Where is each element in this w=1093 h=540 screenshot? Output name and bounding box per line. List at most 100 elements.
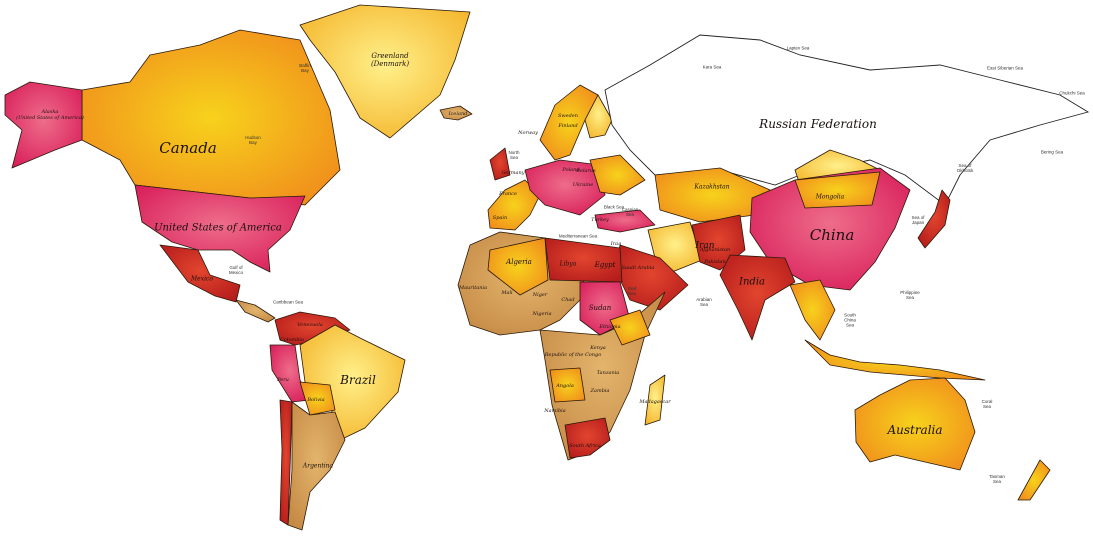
country-uk[interactable] <box>489 147 511 181</box>
country-label: Saudi Arabia <box>621 265 655 271</box>
sea-label: Hudson Bay <box>245 135 261 145</box>
country-label: United States of America <box>154 222 282 234</box>
country-label: Afghanistan <box>699 247 731 253</box>
country-indonesia[interactable] <box>804 339 986 381</box>
country-label: China <box>809 226 855 244</box>
sea-label: South China Sea <box>844 312 856 328</box>
country-label: Iceland <box>448 111 468 117</box>
country-argentina[interactable] <box>287 401 346 531</box>
country-mexico[interactable] <box>159 244 241 303</box>
country-usa[interactable] <box>134 184 306 273</box>
country-angola[interactable] <box>549 367 586 403</box>
sea-label: Caribbean Sea <box>272 299 304 305</box>
country-label: Colombia <box>280 337 304 343</box>
sea-label: East Siberian Sea <box>986 65 1024 71</box>
country-greenland[interactable] <box>299 4 471 139</box>
country-label: Republic of the Congo <box>544 352 602 358</box>
country-label: Mongolia <box>815 193 845 201</box>
sea-label: Coral Sea <box>981 399 993 409</box>
sea-label: Laptev Sea <box>786 45 810 51</box>
country-australia[interactable] <box>854 377 976 471</box>
country-south-africa[interactable] <box>564 417 611 459</box>
country-label: Egypt <box>594 261 616 269</box>
country-new-zealand[interactable] <box>1017 459 1051 501</box>
country-label: Australia <box>887 423 943 437</box>
country-japan[interactable] <box>917 189 951 249</box>
country-finland[interactable] <box>584 94 613 139</box>
country-label: Belarus <box>576 168 596 174</box>
country-label: Alaska (United States of America) <box>16 109 84 121</box>
country-label: Sudan <box>588 304 612 312</box>
country-label: Venezuela <box>297 322 323 328</box>
country-iceland[interactable] <box>439 105 473 121</box>
sea-label: Sea of Okhotsk <box>956 163 974 173</box>
country-label: Argentina <box>302 462 334 470</box>
country-label: Bolivia <box>307 397 325 403</box>
country-label: Peru <box>277 377 289 383</box>
country-canada[interactable] <box>81 29 341 206</box>
country-india[interactable] <box>719 254 796 341</box>
country-france-spain[interactable] <box>487 179 541 231</box>
country-label: Mali <box>501 290 513 296</box>
country-label: Pakistan <box>704 259 726 265</box>
country-label: Ethiopia <box>599 324 621 330</box>
country-central-europe[interactable] <box>524 159 606 216</box>
country-alaska[interactable] <box>4 81 83 169</box>
sea-label: Sea of Japan <box>911 215 925 225</box>
country-label: Iran <box>695 241 715 251</box>
country-label: Nigeria <box>532 311 552 317</box>
country-label: Finland <box>558 123 578 129</box>
country-label: Algeria <box>506 258 532 266</box>
country-label: Chad <box>561 297 575 303</box>
country-algeria[interactable] <box>487 237 549 296</box>
country-label: France <box>499 191 517 197</box>
country-label: South Africa <box>569 443 601 449</box>
country-label: Russian Federation <box>759 117 877 131</box>
country-label: Tanzania <box>596 370 620 376</box>
country-label: Poland <box>562 167 580 173</box>
country-label: Germany <box>501 170 525 176</box>
country-central-america[interactable] <box>235 299 276 323</box>
country-ukraine[interactable] <box>589 154 646 196</box>
country-label: Madagascar <box>639 399 671 405</box>
sea-label: Gulf of Mexico <box>228 265 244 275</box>
country-label: Ukraine <box>572 182 594 188</box>
country-label: Spain <box>492 215 508 221</box>
country-label: Angola <box>556 383 574 389</box>
sea-label: Kara Sea <box>702 64 722 70</box>
country-mongolia[interactable] <box>794 171 881 209</box>
sea-label: Tasman Sea <box>989 474 1005 484</box>
country-turkey[interactable] <box>594 209 656 233</box>
sea-label: Mediterranean Sea <box>558 233 598 239</box>
country-label: Norway <box>518 130 538 136</box>
country-label: Niger <box>532 292 548 298</box>
country-madagascar[interactable] <box>644 374 666 426</box>
sea-label: Black Sea <box>603 204 625 210</box>
sea-label: North Sea <box>508 150 520 160</box>
country-label: Zambia <box>590 388 610 394</box>
country-label: Greenland (Denmark) <box>370 52 410 68</box>
sea-label: Chukchi Sea <box>1059 90 1085 96</box>
country-label: Namibia <box>544 408 566 414</box>
country-chile[interactable] <box>279 399 293 526</box>
country-label: Brazil <box>340 373 376 387</box>
country-libya-egypt[interactable] <box>544 237 623 283</box>
country-label: Sweden <box>557 113 579 119</box>
country-label: Libya <box>559 260 577 268</box>
sea-label: Arabian Sea <box>696 297 712 307</box>
country-ethiopia[interactable] <box>609 309 651 346</box>
country-bolivia[interactable] <box>299 381 336 416</box>
country-label: Mexico <box>191 275 213 283</box>
sea-label: Red Sea <box>627 286 637 296</box>
country-label: Mauritania <box>458 285 488 291</box>
country-label: India <box>739 276 765 288</box>
sea-label: Bering Sea <box>1040 149 1064 155</box>
sea-label: Caspian Sea <box>621 207 639 217</box>
country-label: Iraq <box>610 241 622 247</box>
country-southeast-asia[interactable] <box>789 279 836 341</box>
country-label: Canada <box>159 139 217 157</box>
country-label: Kenya <box>590 345 606 351</box>
sea-label: Baffin Bay <box>299 63 311 73</box>
